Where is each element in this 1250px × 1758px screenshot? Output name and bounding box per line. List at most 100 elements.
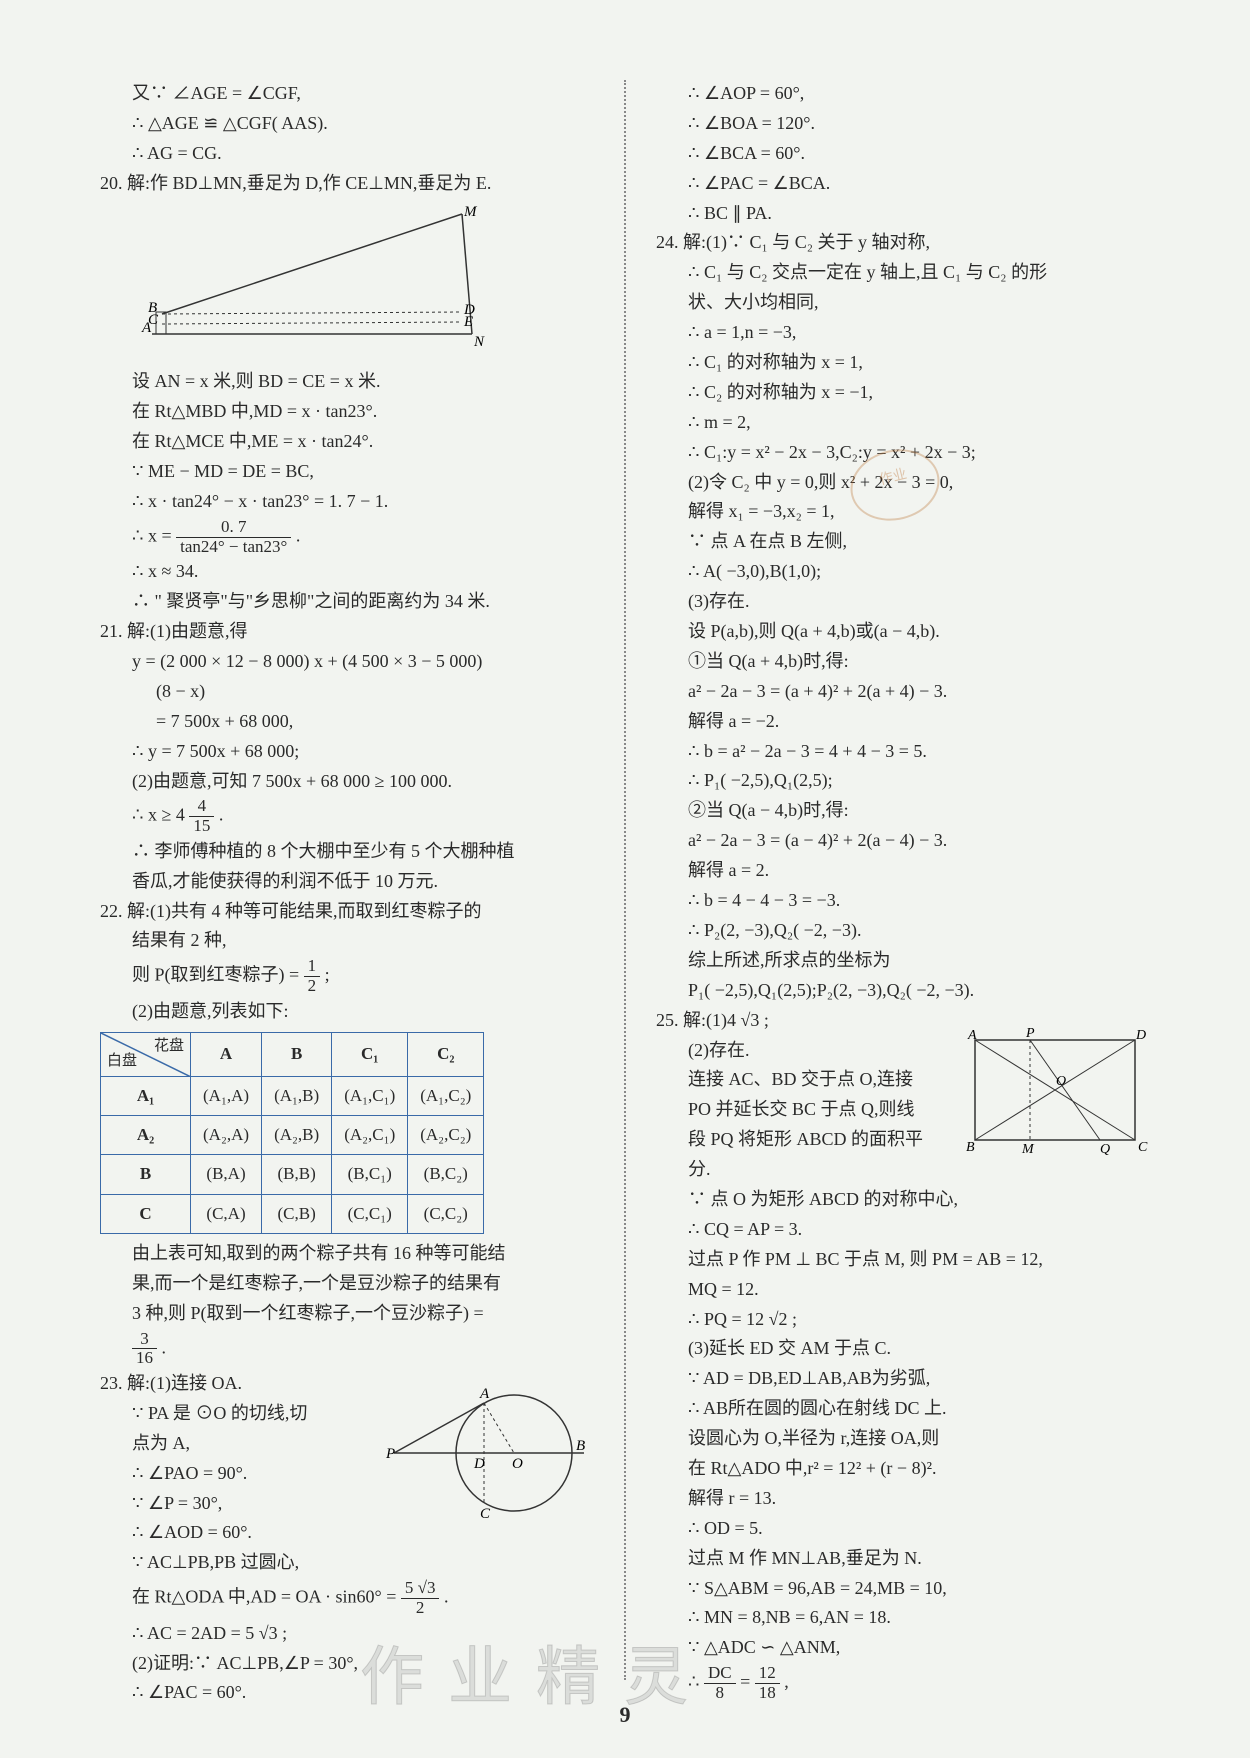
table-row: A₂ (A₂,A) (A₂,B) (A₂,C₁) (A₂,C₂) xyxy=(101,1115,484,1154)
fraction: 12 18 xyxy=(755,1664,780,1702)
suffix: . xyxy=(162,1337,167,1357)
text-line: 设 P(a,b),则 Q(a + 4,b)或(a − 4,b). xyxy=(656,618,1150,646)
text-line: ∴ y = 7 500x + 68 000; xyxy=(100,738,594,766)
text-line: ∴ x · tan24° − x · tan23° = 1. 7 − 1. xyxy=(100,488,594,516)
svg-text:N: N xyxy=(473,334,485,350)
text-line: 解得 a = 2. xyxy=(656,857,1150,885)
text-line: 设 AN = x 米,则 BD = CE = x 米. xyxy=(100,368,594,396)
col-header: C₁ xyxy=(332,1032,408,1076)
left-column: 又∵ ∠AGE = ∠CGF, ∴ △AGE ≌ △CGF( AAS). ∴ A… xyxy=(100,80,594,1680)
fraction: 0. 7 tan24° − tan23° xyxy=(176,518,291,556)
svg-text:M: M xyxy=(1021,1142,1035,1155)
text-line: 解得 r = 13. xyxy=(656,1485,1150,1513)
text-line: ②当 Q(a − 4,b)时,得: xyxy=(656,797,1150,825)
text-line: ∴ C₁ 与 C₂ 交点一定在 y 轴上,且 C₁ 与 C₂ 的形 xyxy=(656,259,1150,287)
text-line: 在 Rt△ADO 中,r² = 12² + (r − 8)². xyxy=(656,1455,1150,1483)
text-line: 又∵ ∠AGE = ∠CGF, xyxy=(100,80,594,108)
text-line: ∴ CQ = AP = 3. xyxy=(656,1216,1150,1244)
text-line: ∴ x = 0. 7 tan24° − tan23° . xyxy=(100,518,594,556)
text-line: 3 16 . xyxy=(100,1330,594,1368)
text-line: ∴ b = 4 − 4 − 3 = −3. xyxy=(656,887,1150,915)
figure-20: M N A B C D E xyxy=(100,204,594,363)
row-header: A₁ xyxy=(101,1076,191,1115)
svg-text:B: B xyxy=(966,1140,975,1155)
suffix: . xyxy=(219,805,224,825)
figure-25: A P D B M Q C O xyxy=(960,1025,1150,1164)
svg-text:B: B xyxy=(576,1438,585,1454)
text-line: ∴ BC ∥ PA. xyxy=(656,200,1150,228)
denominator: 18 xyxy=(755,1684,780,1703)
fraction: 5 √3 2 xyxy=(401,1579,440,1617)
numerator: 0. 7 xyxy=(176,518,291,538)
svg-text:O: O xyxy=(512,1456,523,1472)
text-line: ∴ x ≥ 4 4 15 . xyxy=(100,797,594,835)
svg-text:D: D xyxy=(1135,1028,1146,1043)
numerator: 1 xyxy=(304,957,321,977)
numerator: 12 xyxy=(755,1664,780,1684)
q20-head: 20. 解:作 BD⊥MN,垂足为 D,作 CE⊥MN,垂足为 E. xyxy=(100,170,594,198)
denominator: 15 xyxy=(189,817,214,836)
text-line: ∵ AC⊥PB,PB 过圆心, xyxy=(100,1549,594,1577)
cell: (A₁,C₁) xyxy=(332,1076,408,1115)
text-line: ∴ ∠AOP = 60°, xyxy=(656,80,1150,108)
text-line: (3)延长 ED 交 AM 于点 C. xyxy=(656,1335,1150,1363)
text-line: ①当 Q(a + 4,b)时,得: xyxy=(656,648,1150,676)
text-line: 香瓜,才能使获得的利润不低于 10 万元. xyxy=(100,868,594,896)
text-line: 3 种,则 P(取到一个红枣粽子,一个豆沙粽子) = xyxy=(100,1300,594,1328)
row-header: C xyxy=(101,1194,191,1233)
text-line: 结果有 2 种, xyxy=(100,927,594,955)
suffix: . xyxy=(296,525,301,545)
table-row: C (C,A) (C,B) (C,C₁) (C,C₂) xyxy=(101,1194,484,1233)
mid: = xyxy=(740,1672,755,1692)
numerator: 3 xyxy=(132,1330,157,1350)
prefix: ∴ x = xyxy=(132,525,176,545)
text-line: ∴ ∠BCA = 60°. xyxy=(656,140,1150,168)
svg-text:M: M xyxy=(463,204,478,220)
row-header: B xyxy=(101,1155,191,1194)
text-line: a² − 2a − 3 = (a − 4)² + 2(a − 4) − 3. xyxy=(656,827,1150,855)
q22-head: 22. 解:(1)共有 4 种等可能结果,而取到红枣粽子的 xyxy=(100,898,594,926)
denominator: 16 xyxy=(132,1349,157,1368)
cell: (A₂,A) xyxy=(191,1115,262,1154)
text-line: ∵ ME − MD = DE = BC, xyxy=(100,458,594,486)
svg-text:A: A xyxy=(967,1028,977,1043)
cell: (B,A) xyxy=(191,1155,262,1194)
text-line: ∴ P₂(2, −3),Q₂( −2, −3). xyxy=(656,917,1150,945)
text-line: = 7 500x + 68 000, xyxy=(100,708,594,736)
text-line: ∴ AG = CG. xyxy=(100,140,594,168)
svg-text:C: C xyxy=(1138,1140,1148,1155)
svg-text:P: P xyxy=(1025,1026,1035,1041)
column-divider xyxy=(624,80,626,1680)
page-number: 9 xyxy=(620,1702,631,1728)
svg-text:D: D xyxy=(473,1456,485,1472)
text-line: ∵ S△ABM = 96,AB = 24,MB = 10, xyxy=(656,1575,1150,1603)
text-line: ∴ m = 2, xyxy=(656,409,1150,437)
cell: (B,C₁) xyxy=(332,1155,408,1194)
cell: (A₂,C₂) xyxy=(408,1115,484,1154)
suffix: . xyxy=(444,1587,449,1607)
text-line: 解得 a = −2. xyxy=(656,708,1150,736)
text-line: ∴ C₂ 的对称轴为 x = −1, xyxy=(656,379,1150,407)
denominator: tan24° − tan23° xyxy=(176,538,291,557)
text-line: 在 Rt△ODA 中,AD = OA · sin60° = 5 √3 2 . xyxy=(100,1579,594,1617)
right-column: ∴ ∠AOP = 60°, ∴ ∠BOA = 120°. ∴ ∠BCA = 60… xyxy=(656,80,1150,1680)
text-line: ∴ a = 1,n = −3, xyxy=(656,319,1150,347)
q21-head: 21. 解:(1)由题意,得 xyxy=(100,618,594,646)
text-line: 则 P(取到红枣粽子) = 1 2 ; xyxy=(100,957,594,995)
text-line: ∵ △ADC ∽ △ANM, xyxy=(656,1634,1150,1662)
denominator: 2 xyxy=(401,1599,440,1618)
text-line: a² − 2a − 3 = (a + 4)² + 2(a + 4) − 3. xyxy=(656,678,1150,706)
text-line: (2)由题意,列表如下: xyxy=(100,998,594,1026)
text-line: 过点 M 作 MN⊥AB,垂足为 N. xyxy=(656,1545,1150,1573)
cell: (A₁,B) xyxy=(262,1076,332,1115)
figure-23: P A B C D O xyxy=(384,1378,594,1537)
text-line: P₁( −2,5),Q₁(2,5);P₂(2, −3),Q₂( −2, −3). xyxy=(656,977,1150,1005)
text-line: ∴ 李师傅种植的 8 个大棚中至少有 5 个大棚种植 xyxy=(100,838,594,866)
svg-text:E: E xyxy=(463,314,473,330)
text-line: 过点 P 作 PM ⊥ BC 于点 M, 则 PM = AB = 12, xyxy=(656,1246,1150,1274)
text-line: 设圆心为 O,半径为 r,连接 OA,则 xyxy=(656,1425,1150,1453)
cell: (A₂,C₁) xyxy=(332,1115,408,1154)
text-line: (8 − x) xyxy=(100,678,594,706)
text-line: ∴ " 聚贤亭"与"乡思柳"之间的距离约为 34 米. xyxy=(100,588,594,616)
prefix: 在 Rt△ODA 中,AD = OA · sin60° = xyxy=(132,1587,401,1607)
